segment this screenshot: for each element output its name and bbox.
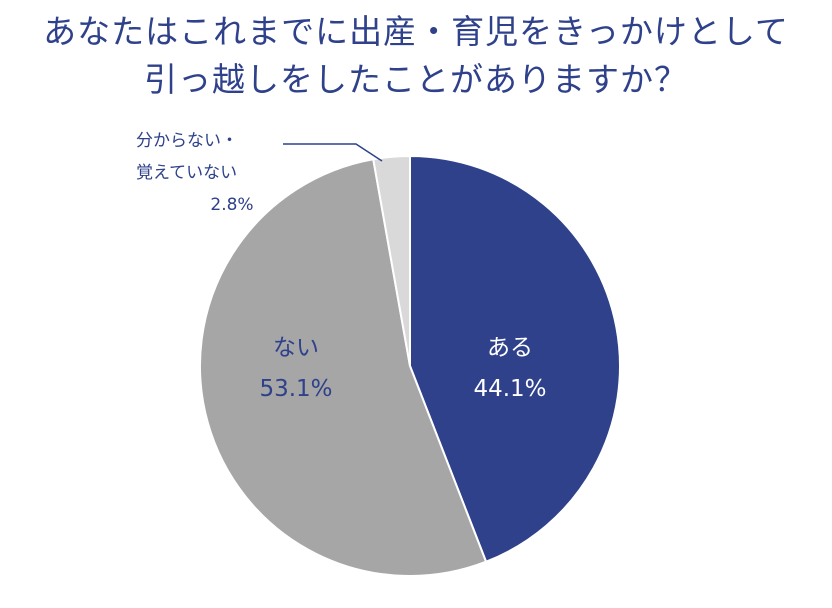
slice-label-no-name: ない xyxy=(273,335,319,361)
pie-slices xyxy=(199,154,621,577)
pie-slice-yes xyxy=(409,154,621,564)
slice-label-yes: ある 44.1% xyxy=(473,335,546,402)
slice-label-unknown: 分からない・ 覚えていない 2.8% xyxy=(136,131,383,215)
slice-label-unknown-line-1: 分からない・ xyxy=(136,131,238,151)
slice-label-no-value: 53.1% xyxy=(259,376,332,402)
callout-leader-line xyxy=(283,143,383,162)
slice-label-yes-value: 44.1% xyxy=(473,376,546,402)
chart-title-line-2: 引っ越しをしたことがありますか？ xyxy=(144,60,688,99)
pie-slice-unknown xyxy=(372,154,411,367)
pie-slice-no xyxy=(199,158,488,577)
slice-label-yes-name: ある xyxy=(487,335,533,361)
chart-title: あなたはこれまでに出産・育児をきっかけとして 引っ越しをしたことがありますか？ xyxy=(0,8,832,104)
chart-title-line-1: あなたはこれまでに出産・育児をきっかけとして xyxy=(43,12,789,51)
slice-label-unknown-value: 2.8% xyxy=(210,195,253,215)
slice-label-unknown-line-2: 覚えていない xyxy=(136,163,237,183)
slice-label-no: ない 53.1% xyxy=(259,335,332,402)
